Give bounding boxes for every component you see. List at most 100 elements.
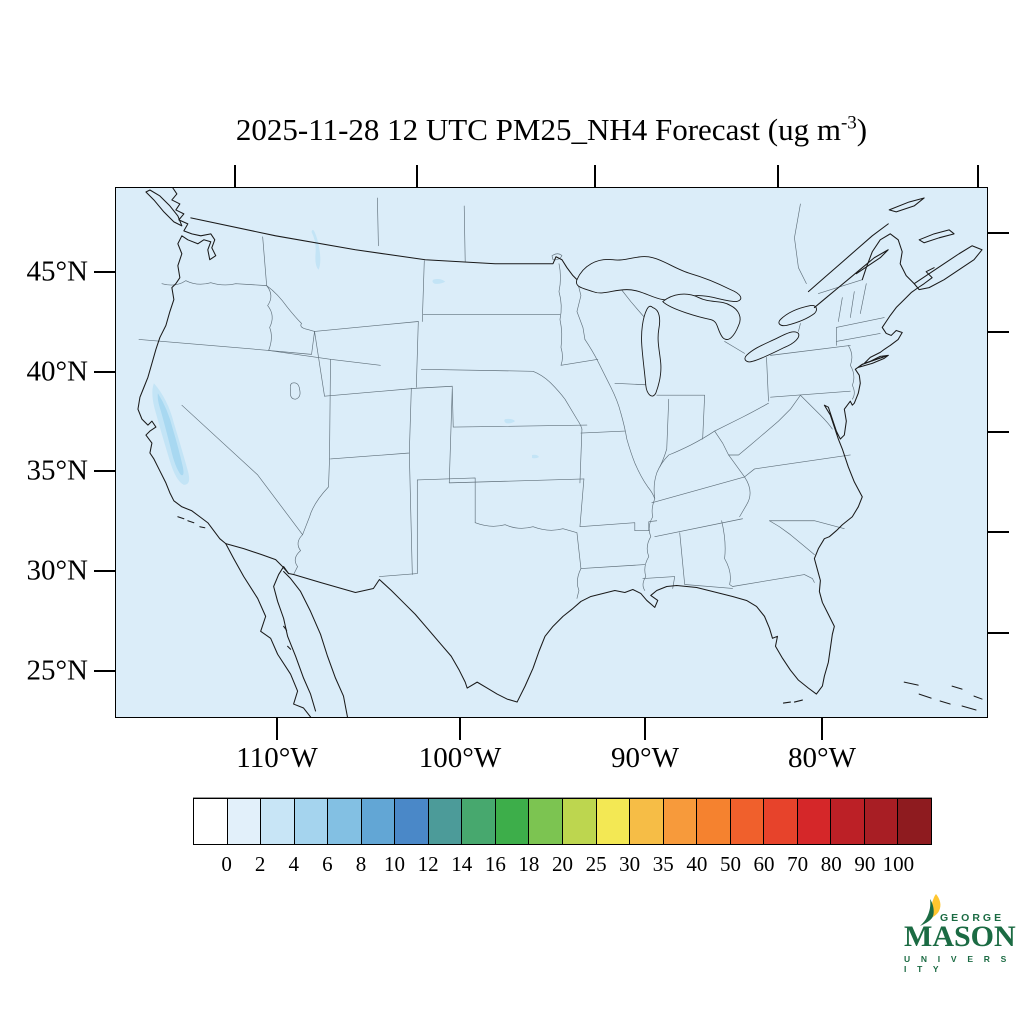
- colorbar-cell: [563, 799, 597, 844]
- colorbar-tick-label: 90: [854, 852, 876, 876]
- colorbar-tick-label: 40: [686, 852, 708, 876]
- prince-edward-island: [918, 229, 955, 244]
- tick-right: [988, 531, 1009, 533]
- st-lawrence-north-shore: [807, 223, 889, 293]
- colorbar-cell: [261, 799, 295, 844]
- colorbar-cell: [462, 799, 496, 844]
- vancouver-island: [145, 189, 183, 227]
- y-axis-label: 40°N: [26, 355, 88, 388]
- nova-scotia: [913, 245, 983, 291]
- maine-canada-border: [861, 233, 915, 285]
- colorbar-tick-label: 2: [254, 852, 266, 876]
- tick-left: [94, 570, 115, 572]
- plot-title-exponent: -3: [840, 112, 857, 134]
- colorbar-tick-label: 10: [384, 852, 406, 876]
- colorbar-cell: [764, 799, 798, 844]
- long-island: [857, 354, 889, 368]
- x-axis-label: 90°W: [611, 742, 679, 774]
- colorbar-cell: [227, 799, 262, 844]
- tick-left: [94, 670, 115, 672]
- colorbar-cell: [630, 799, 664, 844]
- conus-map: [137, 188, 983, 717]
- y-axis-label: 45°N: [26, 255, 88, 288]
- gmu-logo-george: GEORGE: [940, 912, 1005, 924]
- tick-bottom: [821, 718, 823, 740]
- colorbar-cell: [898, 799, 932, 844]
- florida-keys: [782, 699, 803, 704]
- gmu-flame-icon: [920, 894, 941, 926]
- tick-right: [988, 232, 1009, 234]
- plume-north-dakota: [432, 278, 446, 284]
- colorbar-tick-label: 4: [288, 852, 300, 876]
- colorbar-cell: [697, 799, 731, 844]
- colorbar-tick-label: 18: [518, 852, 540, 876]
- colorbar-cell: [529, 799, 564, 844]
- tick-top: [777, 165, 779, 187]
- lake-huron: [662, 293, 741, 340]
- x-axis-label: 110°W: [236, 742, 318, 774]
- st-lawrence: [813, 249, 889, 309]
- colorbar-cell: [797, 799, 832, 844]
- tick-top: [977, 165, 979, 187]
- west-and-gulf-coast: [137, 188, 935, 703]
- gmu-logo-university: U N I V E R S I T Y: [904, 954, 1011, 974]
- plot-title-close: ): [856, 112, 868, 147]
- anticosti-island: [888, 197, 925, 213]
- plume-montana: [311, 229, 321, 270]
- y-axis-label: 25°N: [26, 654, 88, 687]
- us-canada-border: [190, 217, 578, 281]
- lake-erie: [744, 331, 800, 363]
- colorbar: [193, 798, 932, 845]
- colorbar-tick-label: 60: [753, 852, 775, 876]
- gmu-logo-mason: MASON: [904, 920, 1016, 953]
- x-axis-label: 80°W: [788, 742, 856, 774]
- colorbar-tick-label: 30: [619, 852, 641, 876]
- tick-right: [988, 632, 1009, 634]
- colorbar-cell: [428, 799, 463, 844]
- lake-michigan: [641, 305, 662, 397]
- colorbar-cell: [328, 799, 362, 844]
- colorbar-tick-label: 80: [820, 852, 842, 876]
- colorbar-cell: [596, 799, 631, 844]
- plot-title: 2025-11-28 12 UTC PM25_NH4 Forecast (ug …: [115, 112, 988, 148]
- colorbar-cell: [194, 799, 228, 844]
- tick-top: [594, 165, 596, 187]
- great-lakes: [551, 253, 817, 397]
- colorbar-cell: [730, 799, 765, 844]
- bahamas: [903, 681, 983, 711]
- gmu-logo: GEORGE MASON U N I V E R S I T Y: [896, 893, 1016, 979]
- colorbar-tick-label: 0: [221, 852, 232, 876]
- plume-california-core: [157, 393, 184, 476]
- pm25-plume-shading: [152, 229, 540, 485]
- colorbar-tick-label: 16: [484, 852, 506, 876]
- lake-superior: [575, 256, 742, 303]
- colorbar-tick-label: 35: [652, 852, 674, 876]
- lake-ontario: [778, 305, 817, 327]
- colorbar-tick-label: 6: [322, 852, 333, 876]
- colorbar-cell: [831, 799, 865, 844]
- tick-bottom: [459, 718, 461, 740]
- tick-top: [416, 165, 418, 187]
- colorbar-cell: [294, 799, 329, 844]
- colorbar-tick-label: 25: [585, 852, 607, 876]
- plume-nebraska: [504, 418, 516, 424]
- map-frame: [115, 187, 988, 718]
- colorbar-cell: [495, 799, 530, 844]
- colorbar-tick-label: 70: [787, 852, 809, 876]
- tick-bottom: [276, 718, 278, 740]
- coastlines: [137, 188, 983, 717]
- colorbar-tick-label: 50: [719, 852, 741, 876]
- colorbar-tick-label: 8: [355, 852, 367, 876]
- colorbar-tick-label: 14: [451, 852, 473, 876]
- colorbar-cell: [361, 799, 396, 844]
- channel-islands: [177, 516, 292, 650]
- tick-left: [94, 371, 115, 373]
- tick-right: [988, 431, 1009, 433]
- tick-right: [988, 331, 1009, 333]
- colorbar-tick-label: 20: [552, 852, 573, 876]
- colorbar-cell: [395, 799, 429, 844]
- colorbar-cell: [864, 799, 899, 844]
- x-axis-label: 100°W: [418, 742, 502, 774]
- colorbar-tick-label: 100: [882, 852, 915, 876]
